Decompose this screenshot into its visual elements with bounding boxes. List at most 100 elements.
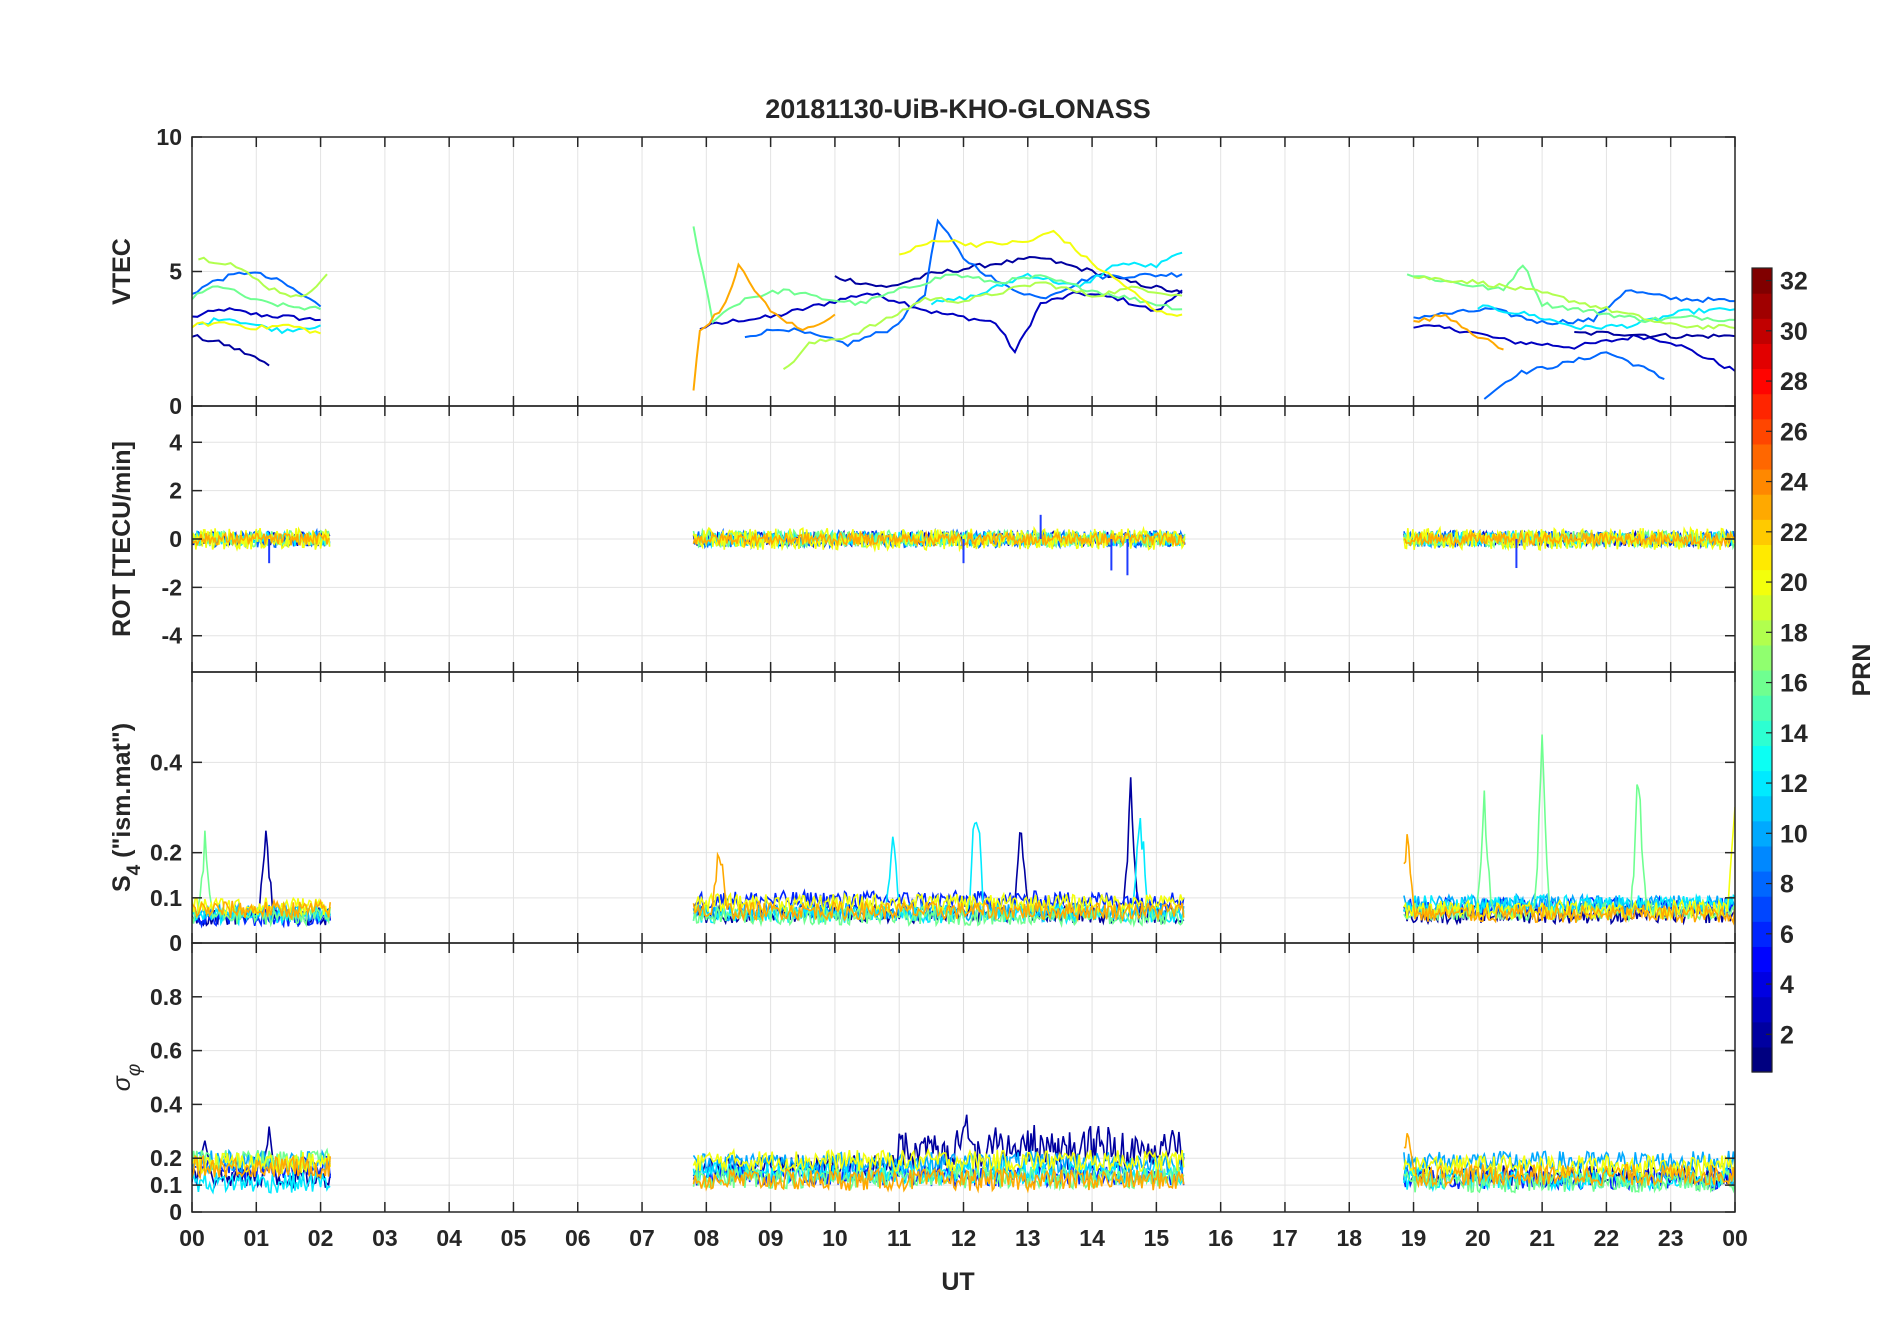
colorbar-swatch: [1752, 770, 1772, 797]
vtec-line-prn-18: [198, 256, 328, 298]
x-axis-label: UT: [941, 1268, 974, 1296]
sigma-phi-line-prn-10: [1403, 1150, 1735, 1175]
x-tick-label: 20: [1465, 1225, 1491, 1251]
sigma-phi-line-prn-12: [192, 1171, 331, 1195]
series-panel-1: [192, 218, 1735, 400]
colorbar-swatch: [1752, 544, 1772, 571]
colorbar-swatch: [1752, 820, 1772, 847]
colorbar-swatch: [1752, 594, 1772, 621]
sigma-phi-line-prn-23: [1403, 1133, 1735, 1189]
x-tick-label: 21: [1529, 1225, 1555, 1251]
colorbar-tick-label: 26: [1780, 418, 1808, 446]
y-tick-label: -2: [162, 574, 182, 600]
colorbar-swatch: [1752, 921, 1772, 947]
panel-1: 0 5 10 VTEC: [108, 124, 1736, 419]
y-tick-label: 4: [169, 429, 182, 455]
colorbar-tick-label: 22: [1780, 519, 1808, 547]
y-tick-label: 0: [169, 930, 182, 956]
panel-4: 00.10.2 0.4 0.6 0.8 σφ: [108, 942, 1736, 1225]
s4-line-prn-23: [192, 898, 331, 921]
sigma-phi-line-prn-12: [692, 1159, 1185, 1187]
colorbar-swatch: [1752, 318, 1772, 344]
x-tick-label: 14: [1079, 1225, 1105, 1251]
x-tick-label: 10: [822, 1225, 848, 1251]
y-tick-label: 0: [169, 526, 182, 552]
vtec-line-prn-8: [1413, 289, 1735, 326]
chart-title: 20181130-UiB-KHO-GLONASS: [765, 94, 1151, 124]
y-tick-label: 10: [156, 124, 182, 150]
vtec-line-prn-23: [692, 262, 836, 391]
vtec-line-prn-18: [1413, 275, 1735, 330]
colorbar-swatch: [1752, 418, 1772, 445]
y-label-main: σ: [108, 1075, 136, 1091]
x-tick-label: 00: [179, 1225, 205, 1251]
colorbar-tick-label: 18: [1780, 619, 1808, 647]
colorbar-swatch: [1752, 443, 1772, 470]
colorbar-swatch: [1752, 619, 1772, 646]
colorbar-swatch: [1752, 845, 1772, 872]
y-label-rest: ("ism.mat"): [108, 723, 136, 865]
colorbar-swatch: [1752, 745, 1772, 772]
x-tick-label: 01: [243, 1225, 269, 1251]
rot-line-prn-23: [692, 530, 1186, 549]
colorbar-swatch: [1752, 343, 1772, 370]
y-tick-label: 0.6: [150, 1038, 182, 1064]
vtec-line-prn-3: [1413, 324, 1735, 372]
y-label-sub: 4: [124, 864, 145, 875]
colorbar-swatch: [1752, 569, 1772, 596]
vtec-line-prn-20: [898, 229, 1183, 317]
vtec-line-prn-2: [1574, 330, 1735, 340]
vtec-line-prn-20: [192, 321, 321, 335]
colorbar-swatch: [1752, 795, 1772, 822]
x-tick-label: 07: [629, 1225, 655, 1251]
colorbar-tick-label: 12: [1780, 770, 1808, 798]
vtec-line-prn-18: [782, 281, 1183, 370]
x-tick-label: 22: [1594, 1225, 1620, 1251]
colorbar-swatch: [1752, 393, 1772, 420]
sigma-phi-line-prn-20: [692, 1147, 1185, 1173]
vtec-line-prn-12: [1477, 304, 1735, 331]
colorbar-swatch: [1752, 469, 1772, 495]
x-tick-label: 12: [951, 1225, 977, 1251]
x-tick-label: 08: [694, 1225, 720, 1251]
colorbar-swatch: [1752, 996, 1772, 1023]
colorbar-swatch: [1752, 695, 1772, 721]
x-tick-label: 04: [436, 1225, 462, 1251]
s4-line-prn-20: [693, 891, 1185, 915]
colorbar-tick-label: 30: [1780, 318, 1808, 346]
sigma-phi-line-prn-6: [1403, 1165, 1735, 1192]
y-axis-label-panel-4: σφ: [108, 1064, 145, 1091]
vtec-line-prn-12: [198, 317, 322, 335]
y-tick-label: 2: [169, 478, 182, 504]
x-tick-label: 05: [501, 1225, 527, 1251]
x-tick-label: 03: [372, 1225, 398, 1251]
vtec-line-prn-23: [1413, 313, 1504, 351]
colorbar-label: PRN: [1848, 644, 1876, 697]
colorbar-tick-label: 24: [1780, 469, 1808, 497]
y-tick-label: 0: [169, 1199, 182, 1225]
series-panel-3: [192, 734, 1735, 929]
colorbar-swatch: [1752, 494, 1772, 520]
x-tick-label: 11: [887, 1225, 912, 1251]
y-tick-label: 0.1: [150, 885, 182, 911]
x-tick-label: 23: [1658, 1225, 1684, 1251]
colorbar-swatch: [1752, 519, 1772, 545]
y-axis-label-panel-2: ROT [TECU/min]: [108, 441, 136, 637]
colorbar-tick-label: 32: [1780, 268, 1808, 296]
colorbar-tick-label: 28: [1780, 368, 1808, 396]
colorbar-tick-label: 14: [1780, 720, 1808, 748]
rot-line-prn-23: [1403, 529, 1735, 549]
y-tick-label: 0.8: [150, 984, 182, 1010]
panel-3: 00.10.20.4S4 ("ism.mat"): [108, 671, 1736, 956]
vtec-line-prn-3: [192, 307, 321, 322]
colorbar-swatch: [1752, 1021, 1772, 1048]
y-tick-label: 5: [169, 259, 182, 285]
s4-line-prn-23: [1403, 834, 1735, 926]
series-panel-2: [192, 514, 1735, 576]
vtec-line-prn-8: [1483, 351, 1665, 400]
s4-line-prn-23: [692, 851, 1185, 923]
x-tick-label: 17: [1272, 1225, 1298, 1251]
